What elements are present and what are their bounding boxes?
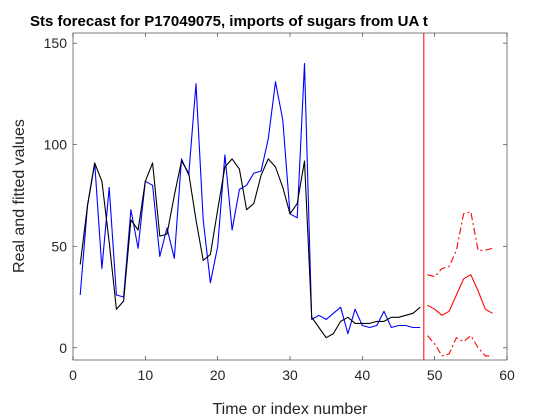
actual-series-line <box>79 62 421 335</box>
x-axis-label: Time or index number <box>212 401 368 418</box>
x-tick-label: 10 <box>138 367 154 383</box>
x-tick-label: 40 <box>355 367 371 383</box>
plot-area <box>72 32 508 361</box>
forecast-upper-bound-line <box>427 211 493 278</box>
forecast-series-line <box>427 274 493 316</box>
fitted-series-line <box>79 158 421 339</box>
x-tick-label: 30 <box>282 367 298 383</box>
chart-title: Sts forecast for P17049075, imports of s… <box>30 13 428 30</box>
y-tick-label: 150 <box>44 35 68 51</box>
axis-ticks: 0 10 20 30 40 50 60 0 50 100 150 <box>44 33 515 383</box>
x-tick-label: 0 <box>69 367 77 383</box>
series-layer <box>79 33 493 360</box>
y-tick-label: 50 <box>51 238 67 254</box>
forecast-lower-bound-line <box>426 335 493 357</box>
y-tick-label: 0 <box>59 340 67 356</box>
y-axis-label: Real and fitted values <box>11 119 28 273</box>
x-tick-label: 60 <box>499 367 515 383</box>
x-tick-label: 50 <box>427 367 443 383</box>
y-tick-label: 100 <box>44 137 68 153</box>
x-tick-label: 20 <box>210 367 226 383</box>
